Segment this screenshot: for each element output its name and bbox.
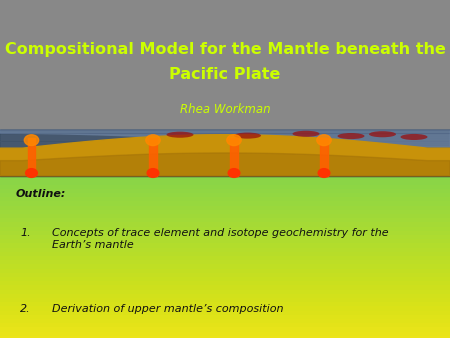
Circle shape — [147, 169, 159, 177]
Circle shape — [227, 135, 241, 146]
Circle shape — [26, 169, 37, 177]
Ellipse shape — [234, 132, 261, 139]
Circle shape — [318, 169, 330, 177]
Text: Concepts of trace element and isotope geochemistry for the
Earth’s mantle: Concepts of trace element and isotope ge… — [52, 228, 388, 250]
Text: 2.: 2. — [20, 304, 31, 314]
Circle shape — [146, 135, 160, 146]
Circle shape — [228, 169, 240, 177]
Ellipse shape — [369, 131, 396, 137]
Ellipse shape — [292, 131, 320, 137]
Text: Outline:: Outline: — [16, 189, 66, 199]
Ellipse shape — [166, 131, 194, 138]
Bar — [0, 0, 450, 130]
Text: 1.: 1. — [20, 228, 31, 238]
Text: Rhea Workman: Rhea Workman — [180, 103, 270, 116]
Text: Compositional Model for the Mantle beneath the: Compositional Model for the Mantle benea… — [4, 42, 446, 57]
Circle shape — [317, 135, 331, 146]
Circle shape — [24, 135, 39, 146]
Text: Derivation of upper mantle’s composition: Derivation of upper mantle’s composition — [52, 304, 283, 314]
Ellipse shape — [400, 134, 428, 140]
Ellipse shape — [338, 133, 364, 139]
Text: Pacific Plate: Pacific Plate — [169, 67, 281, 82]
